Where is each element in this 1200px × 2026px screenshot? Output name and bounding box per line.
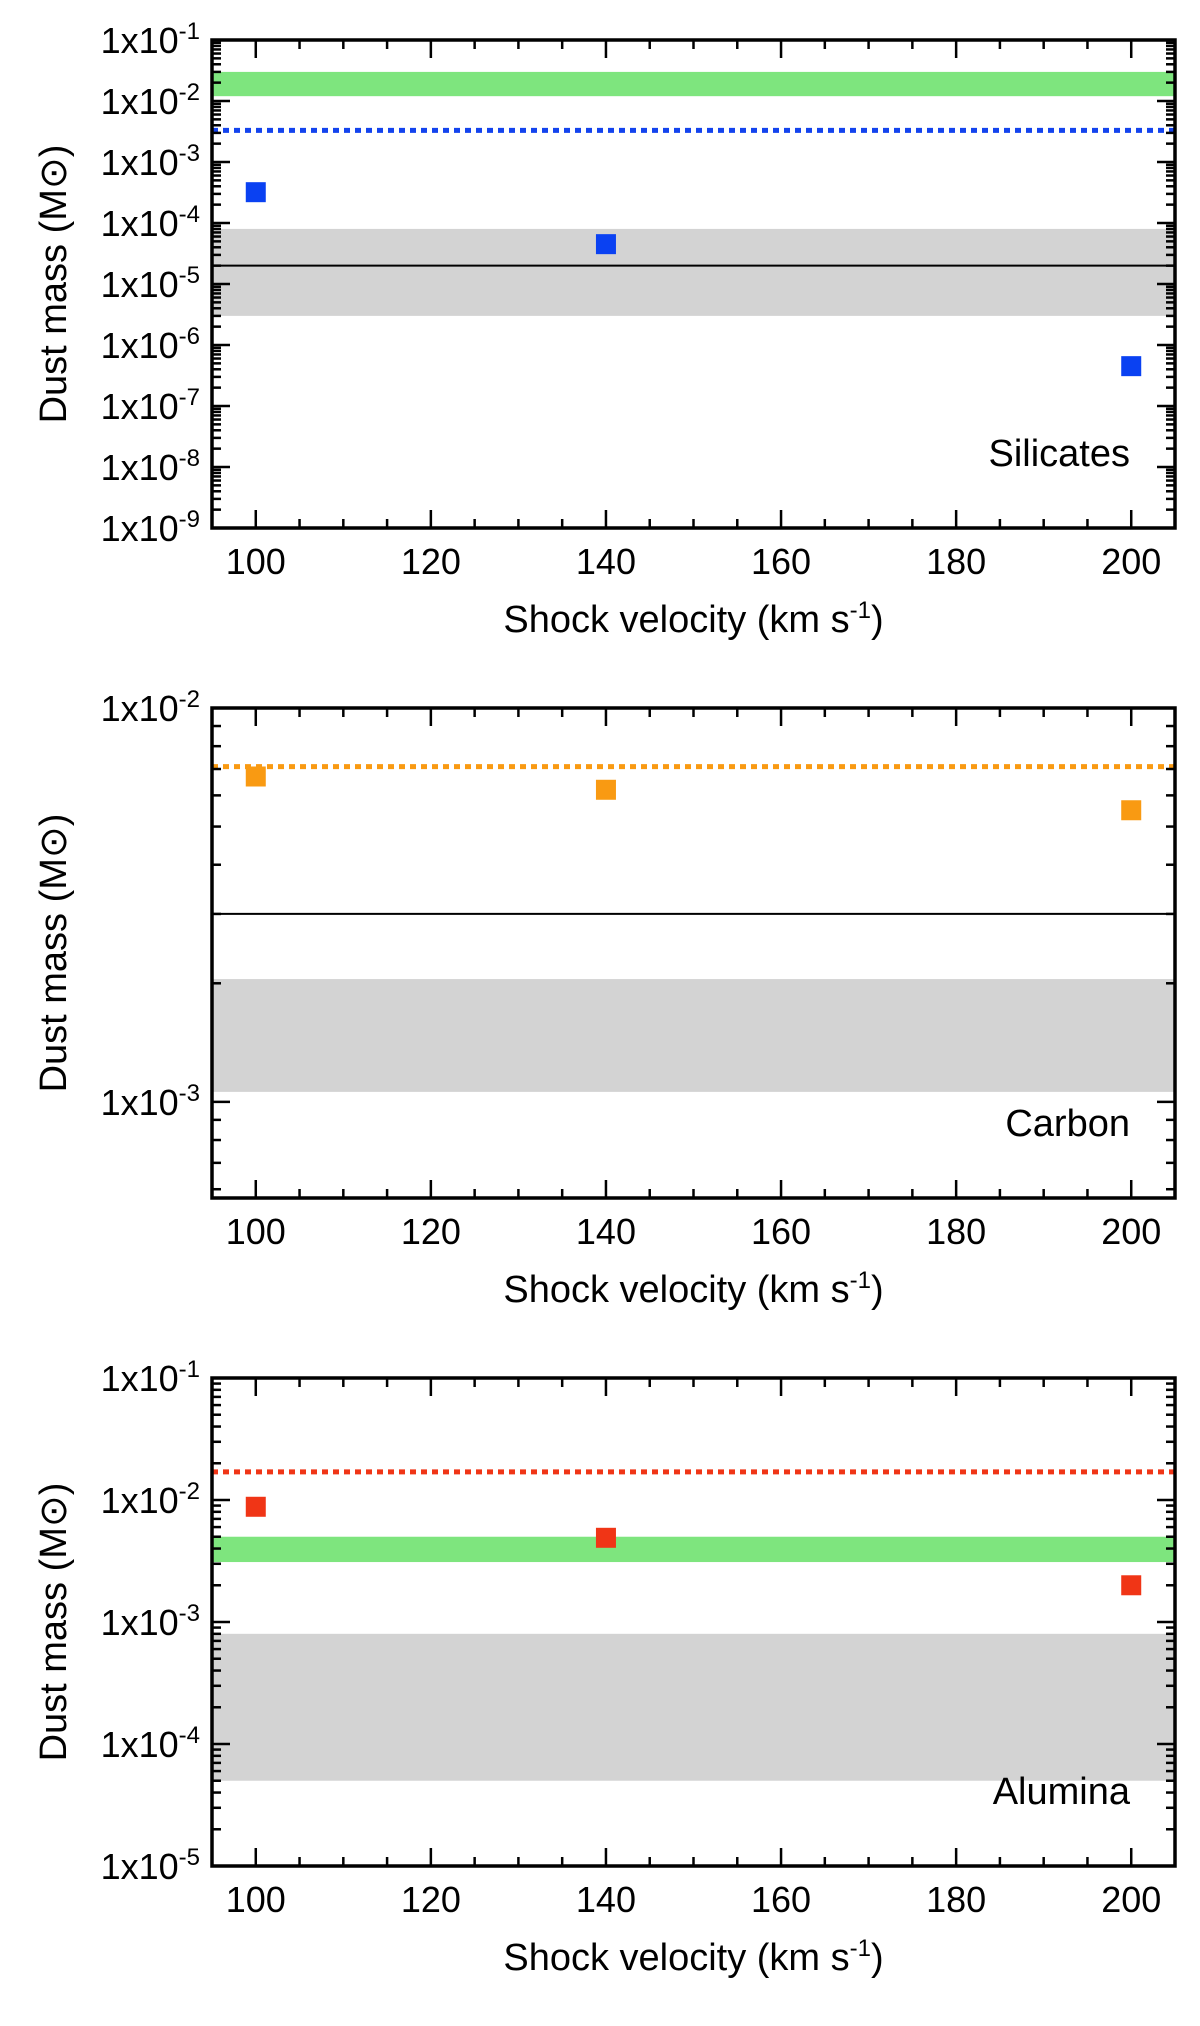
- panel-carbon: 100 120 140 160 180 200 1x10-3 1x10-2 Carbon Shoc…: [33, 686, 1177, 1311]
- x-axis-label: Shock velocity (km s-1): [503, 1267, 883, 1311]
- x-tick-label: 200: [1101, 1211, 1161, 1252]
- green-band: [212, 71, 1175, 97]
- x-tick-label: 120: [401, 541, 461, 582]
- y-tick-label: 1x10-5: [101, 1844, 200, 1887]
- x-tick-label: 120: [401, 1211, 461, 1252]
- plot-frame: [210, 1376, 1177, 1868]
- x-tick-label: 200: [1101, 1879, 1161, 1920]
- x-axis-label: Shock velocity (km s-1): [503, 1935, 883, 1979]
- y-tick-label: 1x10-5: [101, 262, 200, 305]
- y-tick-label: 1x10-4: [101, 201, 200, 244]
- x-tick-label: 100: [226, 541, 286, 582]
- y-tick-label: 1x10-3: [101, 1600, 200, 1643]
- panel-annotation: Silicates: [989, 433, 1131, 475]
- data-point: [1121, 1575, 1142, 1596]
- x-tick-label: 180: [926, 541, 986, 582]
- y-tick-label: 1x10-1: [101, 1356, 200, 1399]
- x-tick-label: 140: [576, 1879, 636, 1920]
- plot-frame: [210, 38, 1177, 530]
- data-point: [595, 234, 616, 255]
- x-tick-label: 200: [1101, 541, 1161, 582]
- y-tick-label: 1x10-1: [101, 18, 200, 61]
- plot-area: [212, 1469, 1175, 1781]
- y-tick-label: 1x10-6: [101, 323, 200, 366]
- y-tick-label: 1x10-9: [101, 506, 200, 549]
- data-point: [595, 779, 616, 800]
- green-band: [212, 1536, 1175, 1563]
- data-point: [245, 1496, 266, 1517]
- x-tick-label: 120: [401, 1879, 461, 1920]
- y-tick-label: 1x10-3: [101, 1080, 200, 1123]
- x-tick-label: 140: [576, 1211, 636, 1252]
- plot-area: [212, 71, 1175, 377]
- y-axis-label: Dust mass (M⊙): [33, 1483, 75, 1762]
- x-tick-label: 140: [576, 541, 636, 582]
- panel-annotation: Alumina: [993, 1771, 1131, 1813]
- x-tick-label: 160: [751, 541, 811, 582]
- panel-alumina: 100 120 140 160 180 200 1x10-5 1x10-4 1x10-3 1x10…: [33, 1356, 1177, 1979]
- data-point: [245, 766, 266, 787]
- x-tick-label: 160: [751, 1211, 811, 1252]
- grey-band: [212, 228, 1175, 316]
- x-tick-label: 100: [226, 1211, 286, 1252]
- x-axis-label: Shock velocity (km s-1): [503, 597, 883, 641]
- x-tick-label: 160: [751, 1879, 811, 1920]
- data-point: [1121, 800, 1142, 821]
- y-tick-label: 1x10-2: [101, 79, 200, 122]
- data-point: [245, 182, 266, 203]
- panel-silicates: 100 120 140 160 180 200 1x10-9 1x10-8 1x10-7 1x10…: [33, 18, 1177, 641]
- plot-frame: [210, 706, 1177, 1200]
- y-axis-label: Dust mass (M⊙): [33, 814, 75, 1093]
- y-tick-label: 1x10-2: [101, 686, 200, 729]
- data-point: [1121, 356, 1142, 377]
- data-point: [595, 1527, 616, 1548]
- panel-annotation: Carbon: [1005, 1103, 1130, 1145]
- y-tick-label: 1x10-3: [101, 140, 200, 183]
- x-tick-label: 180: [926, 1879, 986, 1920]
- y-tick-label: 1x10-2: [101, 1478, 200, 1521]
- y-axis-label: Dust mass (M⊙): [33, 145, 75, 424]
- y-tick-label: 1x10-8: [101, 445, 200, 488]
- y-tick-label: 1x10-7: [101, 384, 200, 427]
- y-tick-label: 1x10-4: [101, 1722, 200, 1765]
- x-tick-label: 180: [926, 1211, 986, 1252]
- grey-band: [212, 1633, 1175, 1781]
- x-tick-label: 100: [226, 1879, 286, 1920]
- grey-band: [212, 979, 1175, 1092]
- plot-area: [212, 764, 1175, 1092]
